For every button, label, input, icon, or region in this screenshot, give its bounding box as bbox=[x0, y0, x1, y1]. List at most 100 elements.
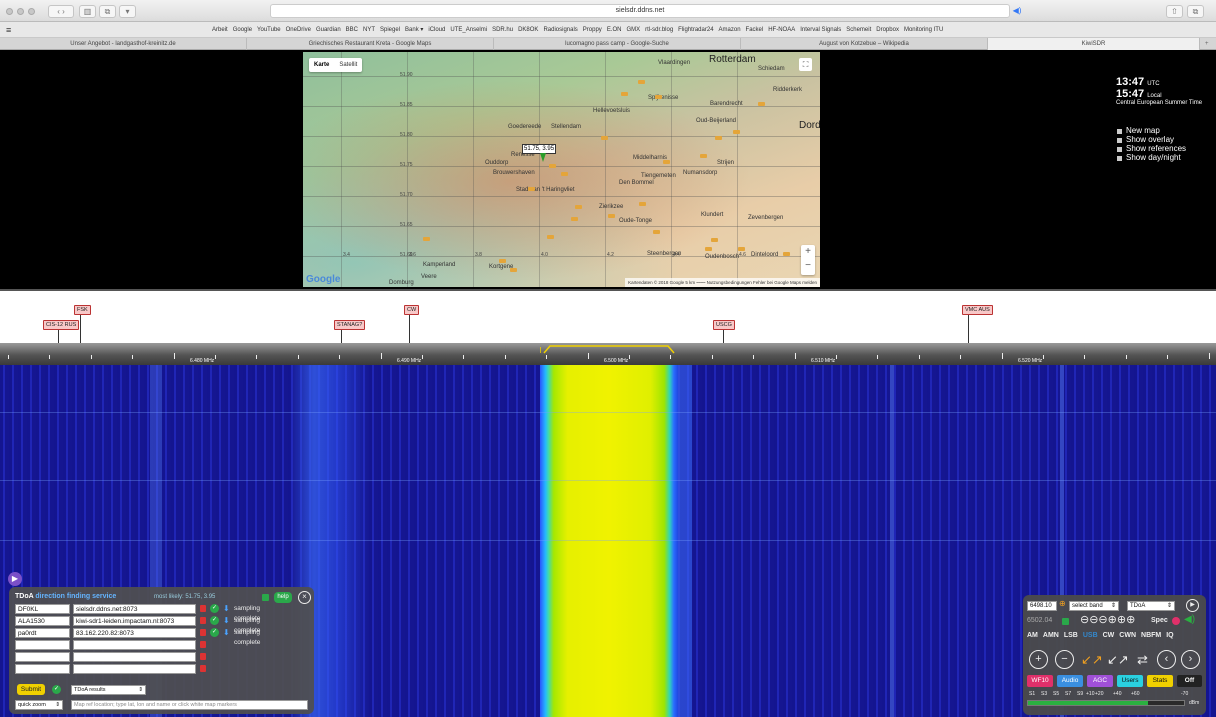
bookmark-item[interactable]: Amazon bbox=[718, 27, 741, 33]
sidebar-icon[interactable]: ▥ bbox=[79, 5, 96, 18]
submit-button[interactable]: Submit bbox=[17, 684, 45, 695]
new-tab-button[interactable]: + bbox=[1205, 41, 1209, 47]
map-ref-input[interactable]: Map ref location; type lat, lon and name… bbox=[71, 700, 308, 710]
play-icon[interactable]: ▶ bbox=[1186, 599, 1199, 612]
bookmark-item[interactable]: Fackel bbox=[745, 27, 764, 33]
option-new-map[interactable]: New map bbox=[1117, 127, 1186, 135]
audio-button[interactable]: Audio bbox=[1057, 675, 1083, 687]
mode-button[interactable]: AM bbox=[1027, 632, 1038, 639]
option-show-day-night[interactable]: Show day/night bbox=[1117, 154, 1186, 162]
bookmark-item[interactable]: HF-NOAA bbox=[768, 27, 796, 33]
bookmark-item[interactable]: Schemeit bbox=[846, 27, 872, 33]
fullscreen-icon[interactable]: ⛶ bbox=[799, 58, 812, 71]
bookmark-item[interactable]: Google bbox=[232, 27, 253, 33]
bookmark-item[interactable]: SDR.hu bbox=[492, 27, 514, 33]
station-host-field[interactable]: 83.162.220.82:8073 bbox=[73, 628, 196, 638]
close-icon[interactable]: × bbox=[298, 591, 311, 604]
option-show-overlay[interactable]: Show overlay bbox=[1117, 136, 1186, 144]
bookmark-item[interactable]: Proppy bbox=[582, 27, 602, 33]
dx-label-cis12[interactable]: CIS-12 RUS bbox=[43, 320, 80, 330]
bookmark-item[interactable]: YouTube bbox=[257, 27, 281, 33]
speaker-icon[interactable]: ◀) bbox=[1184, 614, 1196, 625]
bookmark-item[interactable]: UTE_Anselmi bbox=[450, 27, 488, 33]
expand-arrows-icon[interactable]: ↙↗ bbox=[1107, 652, 1129, 667]
stats-button[interactable]: Stats bbox=[1147, 675, 1173, 687]
remove-icon[interactable] bbox=[200, 665, 206, 672]
download-icon[interactable]: ⬇ bbox=[223, 616, 230, 625]
audio-icon[interactable]: ◀) bbox=[1012, 6, 1022, 15]
bookmark-item[interactable]: iCloud bbox=[428, 27, 446, 33]
station-call-field[interactable]: DF0KL bbox=[15, 604, 70, 614]
station-call-field[interactable] bbox=[15, 652, 70, 662]
bookmark-item[interactable]: Spiegel bbox=[380, 27, 401, 33]
menu-icon[interactable]: ≡ bbox=[6, 25, 12, 35]
dx-label-fsk[interactable]: FSK bbox=[74, 305, 91, 315]
checkbox-icon[interactable] bbox=[1062, 618, 1069, 625]
bookmark-item[interactable]: OneDrive bbox=[285, 27, 311, 33]
tab-2[interactable]: Griechisches Restaurant Kreta - Google M… bbox=[247, 38, 494, 50]
back-forward-buttons[interactable]: ‹ › bbox=[48, 5, 74, 18]
map-zoom-out-button[interactable]: − bbox=[805, 260, 811, 271]
station-call-field[interactable] bbox=[15, 664, 70, 674]
download-icon[interactable]: ⬇ bbox=[223, 604, 230, 613]
zoom-in-icon[interactable]: + bbox=[1029, 650, 1048, 669]
map-zoom-in-button[interactable]: + bbox=[805, 246, 811, 257]
station-host-field[interactable]: kiwi-sdr1-leiden.impactam.nl:8073 bbox=[73, 616, 196, 626]
dx-label-cw[interactable]: CW bbox=[404, 305, 420, 315]
band-select[interactable]: select band ⇕ bbox=[1069, 601, 1119, 611]
checkbox-icon[interactable] bbox=[1117, 155, 1122, 161]
map-type-satellit[interactable]: Satellit bbox=[339, 62, 358, 68]
zoom-buttons[interactable]: ⊖⊖⊖⊕⊕⊕ bbox=[1080, 614, 1136, 626]
mode-button[interactable]: CW bbox=[1102, 632, 1115, 639]
bookmark-item[interactable]: E.ON bbox=[606, 27, 622, 33]
map-footer[interactable]: Kartendaten © 2018 Google 5 km ⎯⎯⎯⎯ Nutz… bbox=[625, 278, 820, 287]
station-host-field[interactable] bbox=[73, 664, 196, 674]
remove-icon[interactable] bbox=[200, 617, 206, 624]
bookmark-item[interactable]: Monitoring ITU bbox=[903, 27, 944, 33]
mode-button[interactable]: CWN bbox=[1119, 632, 1137, 639]
users-button[interactable]: Users bbox=[1117, 675, 1143, 687]
remove-icon[interactable] bbox=[200, 629, 206, 636]
tab-kiwisdr[interactable]: KiwiSDR bbox=[988, 38, 1200, 50]
agc-button[interactable]: AGC bbox=[1087, 675, 1113, 687]
wf-button[interactable]: WF10 bbox=[1027, 675, 1053, 687]
checkbox-icon[interactable] bbox=[262, 594, 269, 601]
station-call-field[interactable]: ALA1530 bbox=[15, 616, 70, 626]
bookmark-item[interactable]: BBC bbox=[345, 27, 358, 33]
checkbox-icon[interactable] bbox=[1117, 146, 1122, 152]
mode-button[interactable]: USB bbox=[1082, 632, 1098, 639]
spec-button[interactable]: Spec bbox=[1151, 617, 1168, 624]
station-host-field[interactable]: sielsdr.ddns.net:8073 bbox=[73, 604, 196, 614]
station-host-field[interactable] bbox=[73, 652, 196, 662]
reader-icon[interactable]: ⧉ bbox=[99, 5, 116, 18]
bookmark-item[interactable]: GMX bbox=[626, 27, 641, 33]
station-call-field[interactable]: pa0rdt bbox=[15, 628, 70, 638]
remove-icon[interactable] bbox=[200, 641, 206, 648]
map-zoom-control[interactable]: + − bbox=[801, 245, 815, 275]
bookmark-item[interactable]: DK8OK bbox=[518, 27, 539, 33]
results-select[interactable]: TDoA results ⇕ bbox=[71, 685, 146, 695]
tdoa-map[interactable]: 51.90 51.85 51.80 51.75 51.70 51.65 51.60 3.4 3.… bbox=[303, 52, 820, 287]
quick-zoom-select[interactable]: quick zoom ⇕ bbox=[15, 700, 63, 710]
address-bar[interactable]: sielsdr.ddns.net bbox=[270, 4, 1010, 18]
share-icon[interactable]: ⇧ bbox=[1166, 5, 1183, 18]
step-down-icon[interactable]: ‹ bbox=[1157, 650, 1176, 669]
bookmark-item[interactable]: NYT bbox=[363, 27, 375, 33]
mode-button[interactable]: IQ bbox=[1166, 632, 1174, 639]
tab-1[interactable]: Unser Angebot - landgasthof-kreinitz.de bbox=[0, 38, 247, 50]
swap-arrows-icon[interactable]: ⇄ bbox=[1137, 652, 1148, 667]
step-up-icon[interactable]: › bbox=[1181, 650, 1200, 669]
station-call-field[interactable] bbox=[15, 640, 70, 650]
dx-label-vmc[interactable]: VMC AUS bbox=[962, 305, 993, 315]
bookmark-item[interactable]: Guardian bbox=[315, 27, 341, 33]
frequency-input[interactable]: 6498.10 bbox=[1027, 601, 1057, 611]
bookmark-item[interactable]: Flightradar24 bbox=[678, 27, 714, 33]
bookmark-item[interactable]: rtl-sdr.blog bbox=[645, 27, 674, 33]
checkbox-icon[interactable] bbox=[1117, 137, 1122, 143]
close-window-button[interactable] bbox=[6, 8, 13, 15]
dx-label-uscg[interactable]: USCG bbox=[713, 320, 735, 330]
map-marker-icon[interactable] bbox=[540, 153, 546, 162]
lock-icon[interactable]: ⊕ bbox=[1059, 599, 1066, 608]
help-button[interactable]: help bbox=[274, 592, 292, 603]
download-icon[interactable]: ⬇ bbox=[223, 628, 230, 637]
